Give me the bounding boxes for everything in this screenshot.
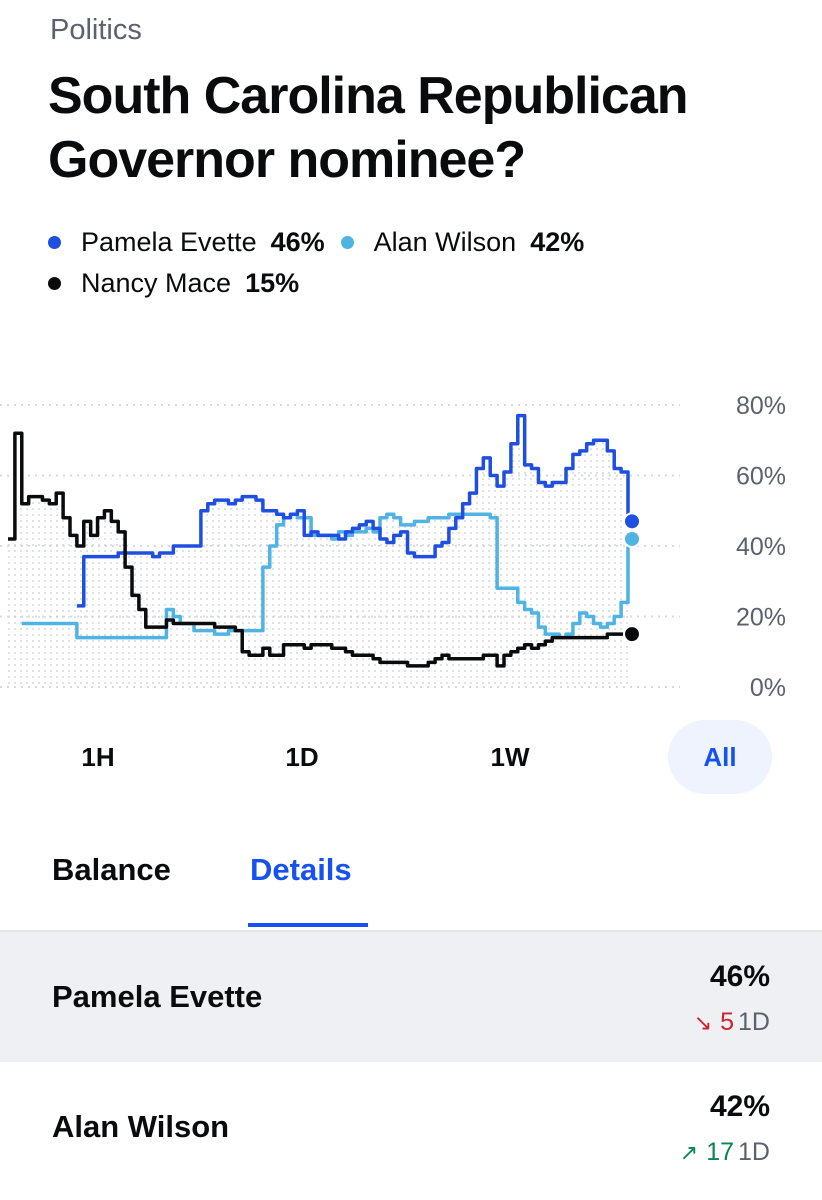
- outcome-row-pamela-evette[interactable]: Pamela Evette 46% ↘ 5 1D: [0, 932, 822, 1062]
- y-tick-label: 20%: [736, 604, 786, 632]
- outcome-change: ↗ 17 1D: [680, 1138, 770, 1167]
- legend-name: Pamela Evette: [81, 226, 257, 257]
- range-tab-all[interactable]: All: [668, 720, 772, 794]
- series-line-nancy-mace: [8, 431, 628, 668]
- legend-name: Nancy Mace: [81, 267, 232, 298]
- series-line-alan-wilson: [21, 512, 630, 640]
- outcome-percent: 46%: [709, 960, 770, 993]
- series-line-pamela-evette: [76, 413, 630, 608]
- series-endpoint-nancy-mace: [623, 625, 641, 644]
- range-tab-1d[interactable]: 1D: [285, 742, 319, 772]
- change-period: 1D: [738, 1138, 770, 1166]
- trend-down-icon: ↘: [693, 1009, 713, 1035]
- legend-dot-blue-icon: [48, 235, 61, 249]
- legend-dot-lightblue-icon: [340, 235, 354, 249]
- chart-legend: Pamela Evette 46% Alan Wilson 42%: [48, 224, 600, 260]
- tab-details[interactable]: Details: [250, 852, 352, 887]
- chart-area-fill: [8, 415, 628, 687]
- legend-dot-black-icon: [48, 276, 61, 290]
- range-tab-1h[interactable]: 1H: [81, 742, 115, 772]
- legend-percent: 15%: [245, 267, 300, 298]
- change-period: 1D: [738, 1008, 770, 1036]
- chart-legend-second-row: Nancy Mace 15%: [48, 265, 315, 301]
- outcome-change: ↘ 5 1D: [694, 1008, 770, 1037]
- price-chart[interactable]: 80% 60% 40% 20% 0%: [0, 380, 822, 710]
- outcome-name: Pamela Evette: [52, 979, 263, 1014]
- legend-percent: 46%: [270, 226, 325, 257]
- outcome-row-alan-wilson[interactable]: Alan Wilson 42% ↗ 17 1D: [0, 1062, 822, 1192]
- legend-name: Alan Wilson: [373, 226, 517, 257]
- y-tick-label: 60%: [736, 463, 786, 491]
- change-value: 5: [720, 1008, 735, 1036]
- market-title: South Carolina Republican Governor nomin…: [48, 67, 689, 189]
- legend-item-pamela-evette: Pamela Evette 46%: [48, 227, 325, 258]
- tab-balance[interactable]: Balance: [52, 852, 171, 887]
- series-endpoint-pamela-evette: [623, 512, 641, 531]
- legend-percent: 42%: [530, 226, 585, 257]
- detail-tabs: Balance Details: [0, 840, 822, 932]
- range-tab-1w[interactable]: 1W: [490, 742, 530, 772]
- y-tick-label: 40%: [736, 533, 786, 561]
- series-endpoint-alan-wilson: [623, 529, 641, 548]
- outcome-percent: 42%: [709, 1090, 770, 1123]
- y-tick-label: 0%: [750, 674, 786, 702]
- legend-item-nancy-mace: Nancy Mace 15%: [48, 268, 299, 299]
- legend-item-alan-wilson: Alan Wilson 42%: [340, 226, 585, 258]
- y-tick-label: 80%: [736, 392, 786, 420]
- tab-active-indicator: [248, 923, 368, 927]
- outcome-name: Alan Wilson: [52, 1109, 230, 1144]
- range-selector: 1H 1D 1W All: [0, 720, 822, 794]
- category-label: Politics: [50, 14, 142, 46]
- trend-up-icon: ↗: [679, 1139, 699, 1165]
- change-value: 17: [706, 1138, 735, 1166]
